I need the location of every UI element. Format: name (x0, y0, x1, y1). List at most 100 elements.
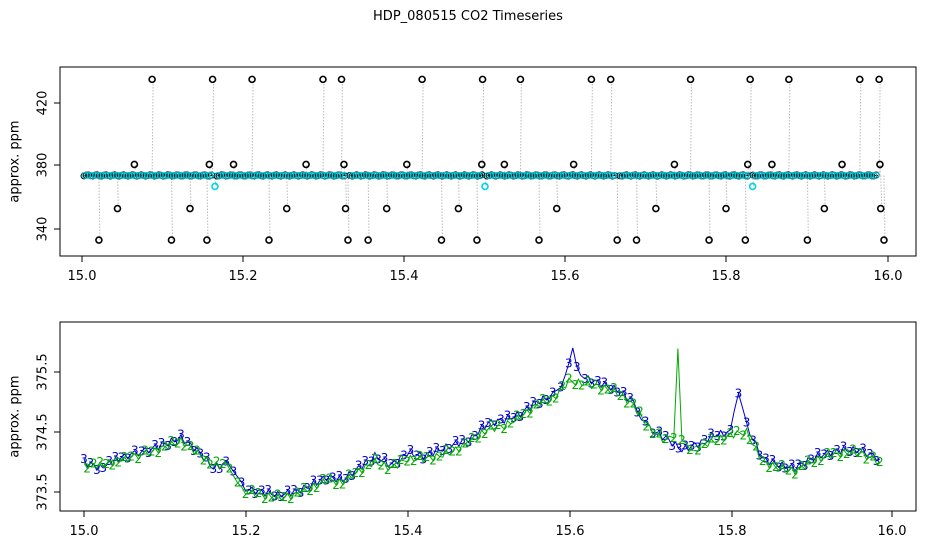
series-2-point: 2 (584, 374, 592, 388)
series-3-point: 3 (465, 436, 473, 450)
baseline-point-cyan (692, 171, 700, 179)
series-2-point: 2 (234, 476, 242, 490)
series-3-point: 3 (846, 445, 854, 459)
baseline-point-cyan (810, 171, 818, 179)
baseline-point-cyan (677, 171, 685, 179)
mid-high-point (229, 160, 238, 169)
baseline-point-cyan (300, 171, 308, 179)
series-2-point: 2 (255, 486, 263, 500)
x-tick-label: 15.6 (556, 524, 585, 539)
baseline-point-cyan (570, 171, 578, 179)
series-2-point: 2 (571, 378, 579, 392)
baseline-point-cyan (711, 171, 719, 179)
baseline-point-cyan (674, 171, 682, 179)
mid-low-point (113, 204, 122, 213)
baseline-point-cyan (425, 171, 433, 179)
baseline-point-cyan (86, 171, 94, 179)
baseline-point-cyan (321, 171, 329, 179)
y-tick-label: 374.5 (36, 413, 51, 450)
series-3-point: 3 (151, 438, 159, 452)
series-2-point: 2 (817, 454, 825, 468)
y-tick-label: 420 (36, 91, 51, 116)
excursion-connector (367, 175, 370, 241)
baseline-point-cyan (302, 171, 310, 179)
series-2-point: 2 (332, 478, 340, 492)
high-point (319, 75, 327, 84)
excursion-connector (655, 175, 658, 209)
baseline-point-cyan (596, 171, 604, 179)
series-2-point: 2 (442, 443, 450, 457)
baseline-point-cyan (557, 171, 565, 179)
series-2-point: 2 (740, 428, 748, 442)
series-3-point: 3 (529, 395, 537, 409)
baseline-point-cyan (151, 171, 159, 179)
mid-low-point (382, 204, 391, 213)
series-2-point: 2 (187, 439, 195, 453)
series-3-point: 3 (735, 386, 743, 400)
excursion-connector (610, 79, 613, 176)
baseline-point-cyan (492, 171, 500, 179)
baseline-point-cyan (825, 171, 833, 179)
low-point (632, 236, 641, 244)
series-2-point: 2 (281, 490, 289, 504)
excursion-connector (440, 175, 443, 241)
excursion-connector (305, 164, 308, 176)
baseline-point-cyan (230, 171, 238, 179)
baseline-point-cyan (518, 171, 526, 179)
excursion-connector (343, 164, 346, 176)
series-2-point: 2 (121, 450, 129, 464)
baseline-point-cyan (664, 171, 672, 179)
baseline-point-cyan (773, 171, 781, 179)
series-3-point: 3 (668, 439, 676, 453)
baseline-point-cyan (222, 171, 230, 179)
excursion-connector (206, 175, 209, 241)
series-3-point: 3 (557, 381, 565, 395)
mid-low-point (341, 204, 350, 213)
series-3-point: 3 (873, 454, 881, 468)
baseline-point-cyan (240, 171, 248, 179)
series-3-point: 3 (866, 447, 874, 461)
plot-frame (59, 66, 917, 257)
baseline-point-cyan (415, 171, 423, 179)
baseline-point-cyan (237, 171, 245, 179)
series-3-point: 3 (853, 446, 861, 460)
baseline-point-cyan (502, 171, 510, 179)
high-point (686, 75, 695, 84)
series-3-point: 3 (190, 444, 198, 458)
series-2-point: 2 (193, 443, 201, 457)
baseline-point-cyan (138, 171, 146, 179)
series-3-point: 3 (284, 483, 292, 497)
baseline-point-cyan (593, 171, 601, 179)
baseline-point-cyan (130, 171, 138, 179)
baseline-point-cyan (753, 171, 761, 179)
mid-low-point (820, 204, 829, 213)
baseline-point-cyan (807, 171, 815, 179)
high-point (208, 75, 217, 84)
baseline-point-cyan (435, 171, 443, 179)
excursion-connector (286, 175, 289, 209)
baseline-point-cyan (110, 171, 118, 179)
baseline-point-cyan (805, 171, 813, 179)
baseline-point-cyan (672, 171, 680, 179)
baseline-point-cyan (451, 171, 459, 179)
baseline-point-cyan (505, 171, 513, 179)
baseline-point-cyan (779, 171, 787, 179)
x-tick-label: 15.8 (712, 269, 741, 284)
series-2-point: 2 (274, 487, 282, 501)
baseline-point-cyan (399, 171, 407, 179)
baseline-point-cyan (755, 171, 763, 179)
baseline-point-cyan (104, 171, 112, 179)
series-2-point: 2 (268, 490, 276, 504)
baseline-point-cyan (575, 171, 583, 179)
series-3-point: 3 (510, 411, 518, 425)
plot-frame (59, 321, 917, 512)
baseline-point-cyan (606, 171, 614, 179)
series-2-point: 2 (610, 381, 618, 395)
baseline-point-cyan (203, 171, 211, 179)
series-3-line (83, 347, 881, 498)
baseline-point-cyan (766, 171, 774, 179)
series-3-point: 3 (209, 462, 217, 476)
x-tick-label: 16.0 (874, 269, 903, 284)
series-2-point: 2 (219, 457, 227, 471)
